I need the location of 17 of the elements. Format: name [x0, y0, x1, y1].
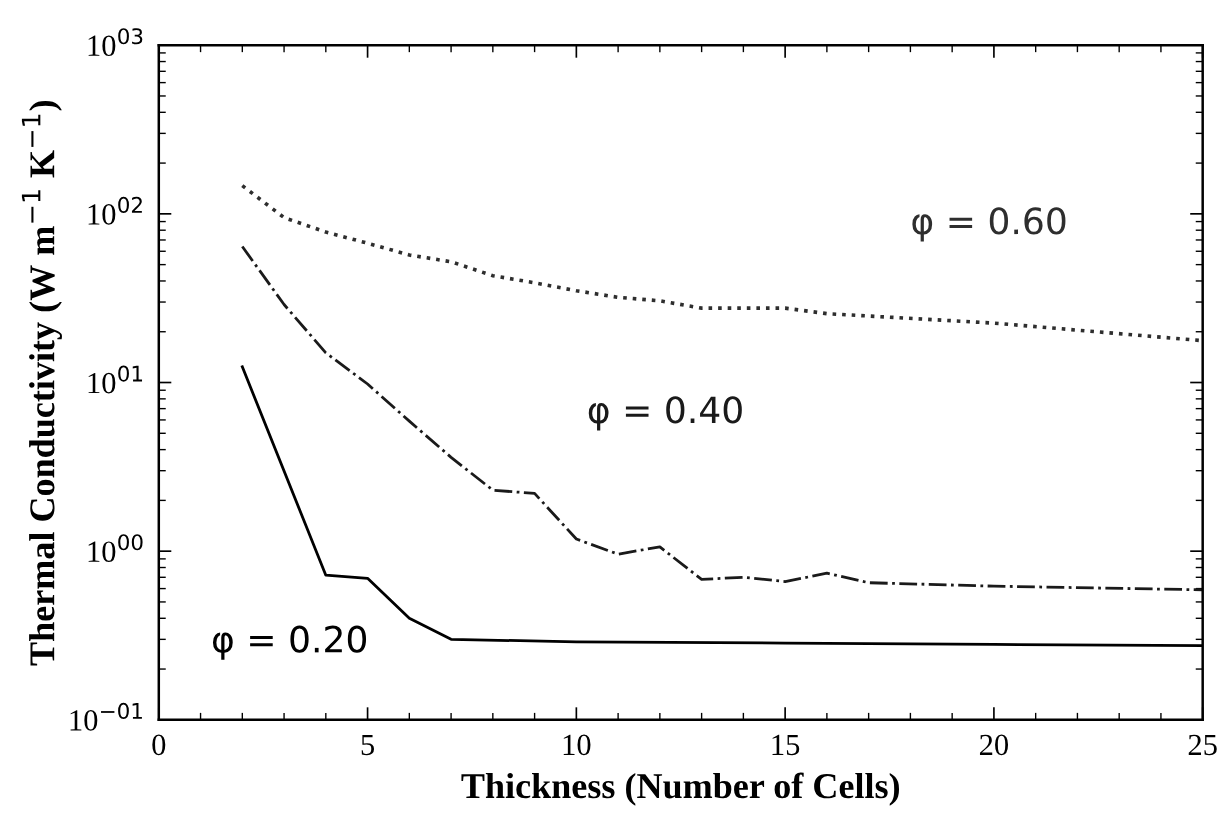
- line-series: [240, 245, 1203, 592]
- x-tick-label: 15: [772, 734, 800, 756]
- y-tick-label: 10$^{−01}$: [70, 702, 142, 731]
- series-label: φ = 0.20: [212, 625, 367, 660]
- x-tick-label: 0: [152, 734, 166, 756]
- text: φ = 0.60: [912, 207, 1066, 242]
- x-tick-label: 5: [361, 734, 375, 756]
- y-tick-label: 10$^{01}$: [88, 365, 143, 394]
- x-axis-title: Thickness (Number of Cells): [461, 772, 900, 806]
- y-tick-label: 10$^{02}$: [88, 196, 142, 225]
- y-axis-title: Thermal Conductivity (W m$^{−1}$ K$^{−1}$): [21, 100, 62, 666]
- x-tick-label: 25: [1188, 734, 1217, 756]
- x-tick-label: 10: [563, 734, 591, 756]
- text: φ = 0.40: [588, 396, 742, 431]
- y-tick-label: 10$^{03}$: [88, 28, 143, 57]
- y-tick-label: 10$^{00}$: [88, 534, 143, 563]
- x-tick-label: 20: [979, 734, 1009, 756]
